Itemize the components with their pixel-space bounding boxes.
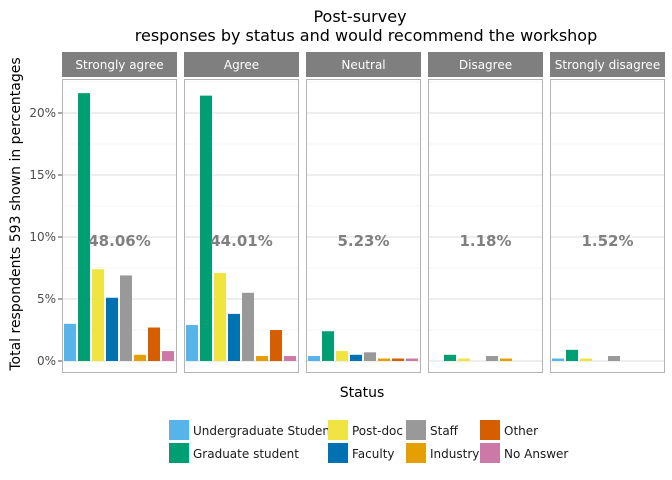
legend-item: Faculty bbox=[328, 443, 395, 463]
bar bbox=[134, 354, 146, 361]
bar bbox=[580, 358, 592, 361]
facet-strip bbox=[62, 52, 177, 77]
legend-item: Undergraduate Student bbox=[169, 420, 335, 440]
panel-background bbox=[428, 79, 543, 373]
y-tick-label: 15% bbox=[29, 168, 56, 182]
bar bbox=[608, 356, 620, 361]
bar bbox=[284, 356, 296, 361]
bar bbox=[214, 272, 226, 361]
bar bbox=[78, 93, 90, 361]
x-axis-title: Status bbox=[340, 385, 385, 401]
bar bbox=[364, 352, 376, 361]
bar bbox=[270, 330, 282, 361]
panel-total-label: 5.23% bbox=[337, 232, 389, 250]
panel-border bbox=[62, 79, 177, 373]
legend-item: Staff bbox=[406, 420, 459, 440]
bar bbox=[444, 354, 456, 361]
bar bbox=[378, 358, 390, 361]
y-tick-label: 20% bbox=[29, 106, 56, 120]
legend-label: Staff bbox=[430, 424, 459, 438]
panel-total-label: 48.06% bbox=[88, 232, 150, 250]
legend-swatch bbox=[328, 420, 348, 440]
panel-total-label: 1.52% bbox=[581, 232, 633, 250]
bar bbox=[308, 356, 320, 361]
legend-label: Other bbox=[504, 424, 538, 438]
legend-item: Industry bbox=[406, 443, 479, 463]
legend-label: Undergraduate Student bbox=[193, 424, 335, 438]
legend-item: No Answer bbox=[480, 443, 568, 463]
facet-panels: Strongly agree 48.06% Agree 44.01% Neutral 5.… bbox=[62, 52, 665, 373]
facet-strip bbox=[184, 52, 299, 77]
y-tick-label: 5% bbox=[37, 292, 56, 306]
legend-swatch bbox=[328, 443, 348, 463]
bar bbox=[350, 354, 362, 361]
panel-total-label: 44.01% bbox=[210, 232, 272, 250]
panel-background bbox=[550, 79, 665, 373]
legend-item: Graduate student bbox=[169, 443, 299, 463]
facet-panel: Strongly agree 48.06% bbox=[62, 52, 177, 373]
panel-background bbox=[306, 79, 421, 373]
bar bbox=[200, 95, 212, 361]
legend-item: Post-doc bbox=[328, 420, 403, 440]
bar bbox=[566, 349, 578, 361]
facet-strip bbox=[428, 52, 543, 77]
legend-label: No Answer bbox=[504, 447, 568, 461]
panel-border bbox=[184, 79, 299, 373]
bar bbox=[458, 358, 470, 361]
bar bbox=[106, 297, 118, 361]
bar bbox=[92, 269, 104, 361]
legend-label: Post-doc bbox=[352, 424, 403, 438]
bar bbox=[486, 356, 498, 361]
facet-strip-label: Neutral bbox=[341, 58, 385, 72]
bar bbox=[242, 292, 254, 361]
legend-swatch bbox=[480, 420, 500, 440]
facet-panel: Disagree 1.18% bbox=[428, 52, 543, 373]
facet-panel: Neutral 5.23% bbox=[306, 52, 421, 373]
legend-swatch bbox=[480, 443, 500, 463]
bar bbox=[392, 358, 404, 361]
bar bbox=[162, 351, 174, 361]
legend-swatch bbox=[169, 443, 189, 463]
bar bbox=[336, 351, 348, 361]
facet-panel: Strongly disagree 1.52% bbox=[550, 52, 665, 373]
legend-swatch bbox=[406, 420, 426, 440]
bar bbox=[186, 325, 198, 361]
facet-strip bbox=[550, 52, 665, 77]
bar bbox=[228, 313, 240, 361]
legend-swatch bbox=[406, 443, 426, 463]
bar bbox=[500, 358, 512, 361]
facet-strip-label: Strongly agree bbox=[75, 58, 163, 72]
bar bbox=[256, 356, 268, 361]
y-axis: 0% 5% 10% 15% 20% bbox=[29, 106, 62, 368]
chart-subtitle: responses by status and would recommend … bbox=[135, 26, 597, 45]
panel-border bbox=[306, 79, 421, 373]
facet-strip-label: Agree bbox=[224, 58, 259, 72]
facet-strip bbox=[306, 52, 421, 77]
facet-strip-label: Disagree bbox=[459, 58, 512, 72]
panel-border bbox=[550, 79, 665, 373]
chart-title: Post-survey bbox=[313, 7, 406, 26]
legend: Undergraduate Student Graduate student Pos… bbox=[169, 420, 568, 463]
y-tick-label: 10% bbox=[29, 230, 56, 244]
legend-swatch bbox=[169, 420, 189, 440]
y-axis-title: Total respondents 593 shown in percentag… bbox=[8, 57, 24, 371]
facet-panel: Agree 44.01% bbox=[184, 52, 299, 373]
legend-label: Faculty bbox=[352, 447, 395, 461]
legend-item: Other bbox=[480, 420, 538, 440]
bar bbox=[552, 358, 564, 361]
y-tick-label: 0% bbox=[37, 354, 56, 368]
legend-label: Industry bbox=[430, 447, 479, 461]
bar bbox=[322, 331, 334, 361]
bar bbox=[120, 275, 132, 361]
panel-total-label: 1.18% bbox=[459, 232, 511, 250]
facet-strip-label: Strongly disagree bbox=[555, 58, 660, 72]
panel-border bbox=[428, 79, 543, 373]
bar bbox=[406, 358, 418, 361]
bar bbox=[64, 323, 76, 361]
bar bbox=[148, 327, 160, 361]
legend-label: Graduate student bbox=[193, 447, 299, 461]
